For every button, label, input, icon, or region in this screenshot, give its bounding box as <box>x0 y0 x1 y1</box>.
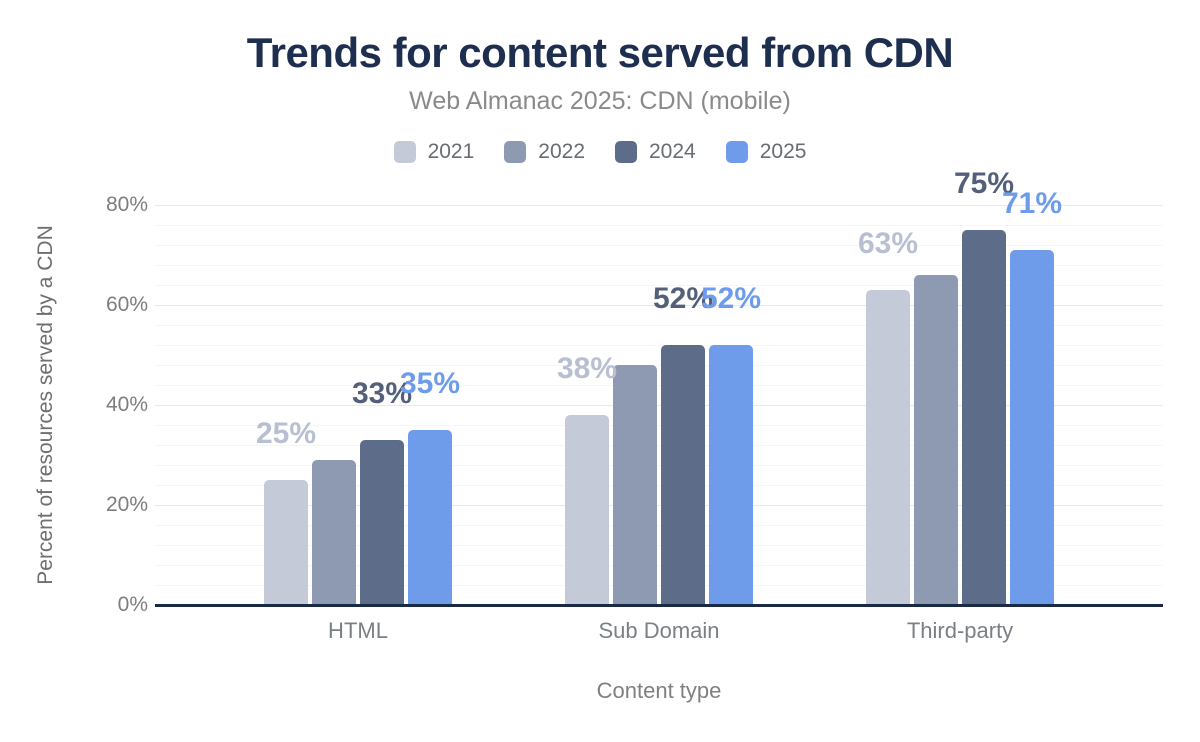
minor-gridline-76 <box>155 225 1163 226</box>
bar-2022-sub-domain[interactable] <box>613 365 657 605</box>
bar-value-label-2025-third-party: 71% <box>1001 186 1063 220</box>
x-tick-label-sub-domain: Sub Domain <box>598 618 720 643</box>
legend-item-2022[interactable]: 2022 <box>504 140 585 164</box>
legend-swatch-2021-icon <box>393 141 416 163</box>
y-tick-label-80: 80% <box>105 193 148 216</box>
bar-2025-html[interactable] <box>408 430 452 605</box>
legend-item-2024[interactable]: 2024 <box>615 140 696 164</box>
legend-item-2025[interactable]: 2025 <box>725 140 807 164</box>
bar-2021-third-party[interactable] <box>866 290 910 605</box>
bar-value-label-2024-html: 33% <box>351 376 413 410</box>
legend-swatch-2022-icon <box>504 141 527 163</box>
minor-gridline-48 <box>155 365 1163 366</box>
minor-gridline-12 <box>155 545 1163 546</box>
minor-gridline-4 <box>155 585 1163 586</box>
minor-gridline-68 <box>155 265 1163 266</box>
y-axis-title: Percent of resources served by a CDN <box>34 225 57 585</box>
legend-swatch-2025-icon <box>725 141 748 163</box>
chart-title: Trends for content served from CDN <box>246 29 954 76</box>
bar-value-label-2025-sub-domain: 52% <box>700 281 762 315</box>
minor-gridline-56 <box>155 325 1163 326</box>
minor-gridline-32 <box>155 445 1163 446</box>
minor-gridline-28 <box>155 465 1163 466</box>
bar-value-label-2021-third-party: 63% <box>857 226 919 260</box>
bar-2022-third-party[interactable] <box>914 275 958 605</box>
legend-swatch-2024-icon <box>615 141 637 163</box>
legend: 2021 2022 2024 2025 <box>0 140 1200 164</box>
minor-gridline-36 <box>155 425 1163 426</box>
y-tick-label-20: 20% <box>105 493 148 516</box>
minor-gridline-24 <box>155 485 1163 486</box>
bar-2022-html[interactable] <box>312 460 356 605</box>
bar-2025-sub-domain[interactable] <box>709 345 753 605</box>
y-tick-label-40: 40% <box>105 393 148 416</box>
x-tick-label-third-party: Third-party <box>906 618 1014 643</box>
bar-2024-sub-domain[interactable] <box>661 345 705 605</box>
bar-value-label-2021-html: 25% <box>255 416 317 450</box>
minor-gridline-8 <box>155 565 1163 566</box>
legend-label-2022: 2022 <box>538 140 585 163</box>
legend-label-2024: 2024 <box>649 140 696 163</box>
legend-item-2021[interactable]: 2021 <box>393 140 475 164</box>
legend-label-2021: 2021 <box>427 140 475 163</box>
chart-subtitle: Web Almanac 2025: CDN (mobile) <box>409 87 791 115</box>
x-axis-baseline <box>155 604 1163 607</box>
x-axis-title: Content type <box>596 678 722 703</box>
bar-value-label-2025-html: 35% <box>399 366 461 400</box>
major-gridline-80 <box>155 205 1163 206</box>
legend-label-2025: 2025 <box>759 140 807 163</box>
bar-value-label-2024-sub-domain: 52% <box>652 281 714 315</box>
minor-gridline-44 <box>155 385 1163 386</box>
bar-2021-html[interactable] <box>264 480 308 605</box>
y-tick-label-60: 60% <box>105 293 148 316</box>
bar-2024-html[interactable] <box>360 440 404 605</box>
minor-gridline-16 <box>155 525 1163 526</box>
minor-gridline-52 <box>155 345 1163 346</box>
minor-gridline-64 <box>155 285 1163 286</box>
major-gridline-60 <box>155 305 1163 306</box>
major-gridline-20 <box>155 505 1163 506</box>
plot-area: 25% 33% 35% 38% 52% 52% 63% 75% 71% <box>155 167 1163 605</box>
minor-gridline-72 <box>155 245 1163 246</box>
bar-value-label-2021-sub-domain: 38% <box>556 351 618 385</box>
bar-2024-third-party[interactable] <box>962 230 1006 605</box>
bar-2021-sub-domain[interactable] <box>565 415 609 605</box>
major-gridline-40 <box>155 405 1163 406</box>
bar-2025-third-party[interactable] <box>1010 250 1054 605</box>
bar-value-label-2024-third-party: 75% <box>953 166 1015 200</box>
x-tick-label-html: HTML <box>328 618 388 643</box>
y-tick-label-0: 0% <box>117 593 148 616</box>
